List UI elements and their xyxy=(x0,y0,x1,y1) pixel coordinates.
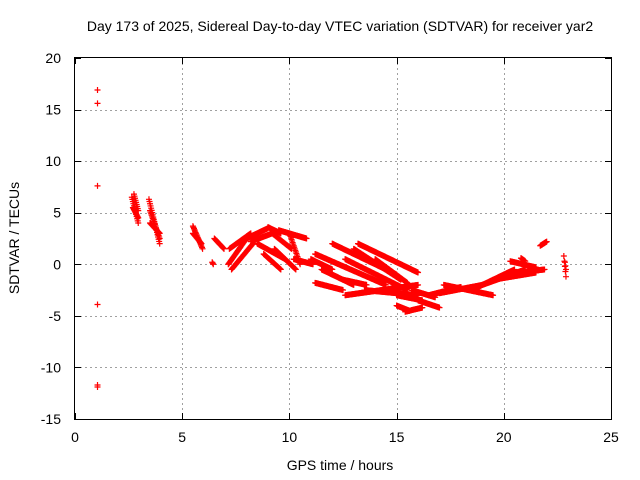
data-point xyxy=(199,245,206,252)
data-point xyxy=(419,304,426,311)
plot-frame xyxy=(74,57,612,420)
data-point xyxy=(340,287,346,294)
x-tick-label: 10 xyxy=(282,429,298,445)
y-tick-label: -5 xyxy=(49,308,62,324)
data-point xyxy=(94,384,101,391)
x-tick-label: 5 xyxy=(178,429,186,445)
gridlines xyxy=(75,58,611,419)
data-point xyxy=(541,266,548,273)
x-axis-label: GPS time / hours xyxy=(287,457,394,473)
chart-title: Day 173 of 2025, Sidereal Day-to-day VTE… xyxy=(87,18,593,34)
y-tick-label: 5 xyxy=(53,205,61,221)
data-point xyxy=(156,240,163,247)
data-point xyxy=(562,273,569,280)
data-point xyxy=(404,279,411,286)
y-tick-label: 10 xyxy=(45,153,61,169)
y-tick-label: -15 xyxy=(41,411,61,427)
x-tick-label: 20 xyxy=(496,429,512,445)
data-point xyxy=(277,266,284,273)
x-tick-label: 15 xyxy=(389,429,405,445)
data-point xyxy=(532,264,539,271)
data-point xyxy=(94,301,101,308)
data-point xyxy=(303,235,310,242)
y-tick-label: 15 xyxy=(45,102,61,118)
data-point xyxy=(543,238,550,245)
data-point xyxy=(415,269,422,276)
data-point xyxy=(560,253,567,260)
data-point xyxy=(156,235,163,242)
data-point xyxy=(198,240,205,247)
y-tick-label: 20 xyxy=(45,50,61,66)
data-point xyxy=(94,86,101,93)
data-point xyxy=(436,304,443,311)
x-tick-label: 25 xyxy=(603,429,619,445)
data-point xyxy=(562,266,569,273)
y-tick-label: 0 xyxy=(53,256,61,272)
data-point xyxy=(522,258,529,265)
x-tick-label: 0 xyxy=(71,429,79,445)
axis-ticks: 0 5 10 15 20 25 -15 -10 -5 0 5 10 15 20 xyxy=(41,50,619,445)
data-point xyxy=(94,100,101,107)
data-point xyxy=(490,292,497,299)
y-tick-label: -10 xyxy=(41,359,61,375)
data-point xyxy=(94,182,101,189)
data-point xyxy=(221,245,228,252)
data-point xyxy=(363,281,370,288)
y-axis-label: SDTVAR / TECUs xyxy=(6,182,22,294)
data-points xyxy=(94,86,569,391)
data-point xyxy=(135,207,142,214)
data-point xyxy=(415,281,422,288)
data-point xyxy=(135,220,142,227)
data-point xyxy=(156,230,163,237)
data-point xyxy=(292,266,299,273)
data-point xyxy=(210,261,217,268)
data-point xyxy=(135,214,142,221)
